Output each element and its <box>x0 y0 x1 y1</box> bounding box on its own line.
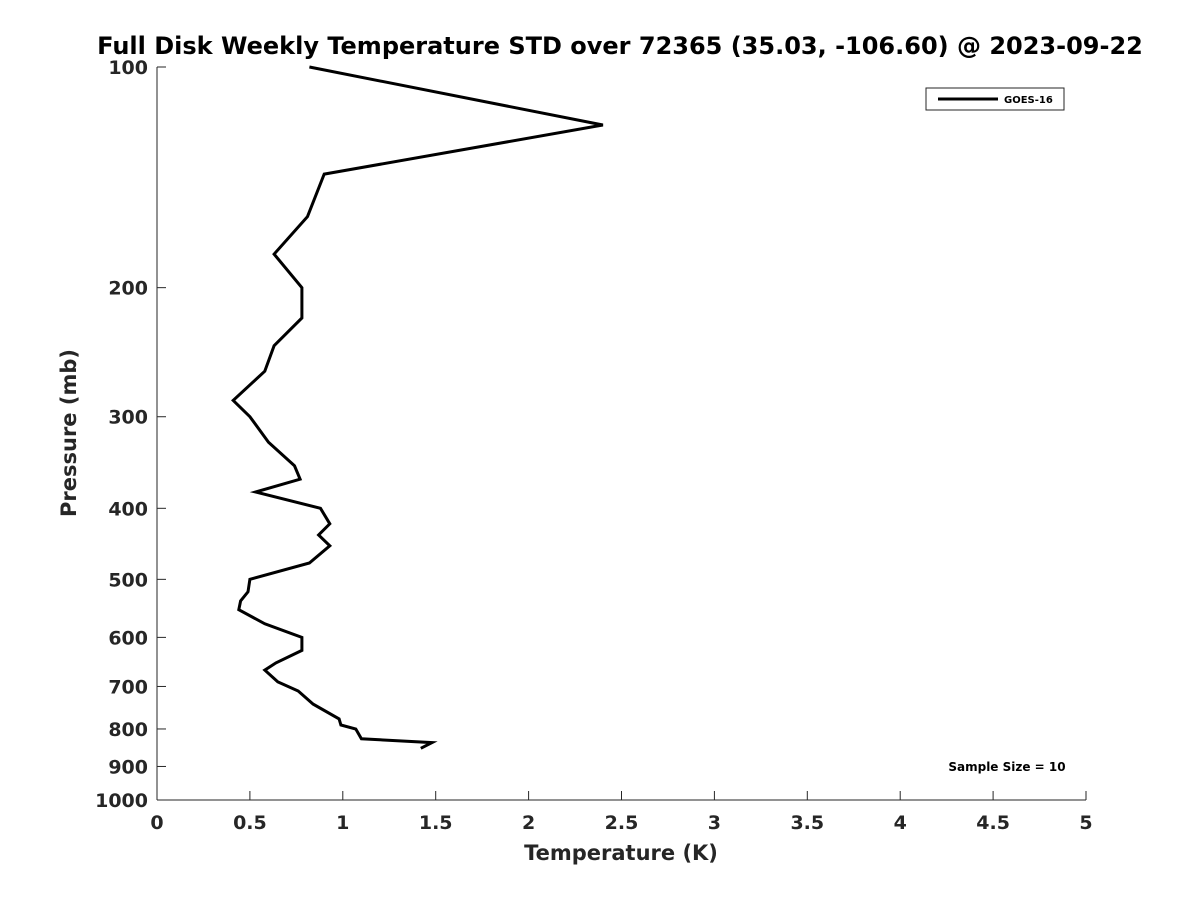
x-tick-label: 5 <box>1079 812 1092 834</box>
x-axis-label: Temperature (K) <box>524 841 718 865</box>
x-tick-label: 3 <box>708 812 721 834</box>
y-ticks: 100 200 300 400 500 600 700 800 900 1000 <box>95 57 166 812</box>
x-tick-label: 4.5 <box>976 812 1010 834</box>
x-tick-label: 0.5 <box>233 812 267 834</box>
y-tick-label: 400 <box>108 498 148 520</box>
x-tick-label: 0 <box>150 812 163 834</box>
legend: GOES-16 <box>925 87 1065 111</box>
plot-area: 0 0.5 1 1.5 2 2.5 3 3.5 4 4.5 5 100 200 300 400 500 600… <box>95 57 1093 834</box>
x-tick-label: 4 <box>894 812 907 834</box>
y-tick-label: 200 <box>108 278 148 300</box>
x-tick-label: 2 <box>522 812 535 834</box>
y-tick-label: 100 <box>108 57 148 79</box>
series-line-goes-16 <box>231 65 604 750</box>
y-tick-label: 500 <box>108 569 148 591</box>
y-tick-label: 800 <box>108 719 148 741</box>
y-tick-label: 600 <box>108 627 148 649</box>
y-tick-label: 1000 <box>95 790 148 812</box>
chart-title: Full Disk Weekly Temperature STD over 72… <box>97 32 1143 60</box>
legend-label: GOES-16 <box>1004 95 1053 106</box>
x-tick-label: 1 <box>336 812 349 834</box>
sample-size-annotation: Sample Size = 10 <box>948 760 1065 774</box>
x-tick-label: 2.5 <box>605 812 639 834</box>
x-ticks: 0 0.5 1 1.5 2 2.5 3 3.5 4 4.5 5 <box>150 791 1093 834</box>
y-tick-label: 700 <box>108 676 148 698</box>
y-axis-label: Pressure (mb) <box>57 349 81 517</box>
x-tick-label: 3.5 <box>790 812 824 834</box>
y-tick-label: 300 <box>108 407 148 429</box>
x-tick-label: 1.5 <box>419 812 453 834</box>
y-tick-label: 900 <box>108 756 148 778</box>
